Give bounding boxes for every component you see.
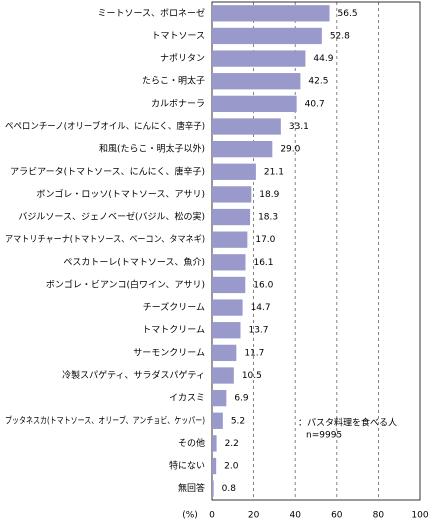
value-label: 29.0 (280, 145, 300, 155)
value-label: 0.8 (222, 484, 237, 494)
plot-frame (211, 1, 421, 501)
y-tick-label: サーモンクリーム (133, 347, 205, 358)
bar (212, 344, 237, 362)
value-label: 11.7 (244, 348, 264, 358)
x-tick-label: 60 (331, 511, 343, 521)
y-tick-label: ペスカトーレ(トマトソース、魚介) (63, 256, 205, 268)
bar (212, 186, 252, 203)
bar (212, 208, 251, 226)
x-axis-label: (%) (182, 511, 198, 521)
bar (212, 412, 223, 429)
sample-size: n=9995 (306, 431, 342, 441)
y-tick-label: アラビアータ(トマトソース、にんにく、唐辛子) (10, 165, 205, 177)
y-tick-label: 特にない (169, 460, 205, 472)
y-tick-label: ボンゴレ・ビアンコ(白ワイン、アサリ) (46, 278, 205, 290)
value-label: 42.5 (308, 77, 328, 87)
y-tick-label: 和風(たらこ・明太子以外) (99, 143, 205, 155)
x-tick-label: 100 (411, 511, 428, 521)
bar (212, 231, 248, 248)
value-label: 5.2 (231, 416, 245, 426)
value-label: 44.9 (313, 54, 333, 64)
x-tick-label: 80 (373, 511, 385, 521)
y-tick-label: ミートソース、ボロネーゼ (97, 7, 205, 19)
value-label: 16.0 (253, 280, 273, 290)
y-tick-label: その他 (178, 437, 205, 449)
value-label: 2.2 (225, 439, 239, 449)
bar (212, 50, 306, 67)
y-tick-label: 無回答 (178, 482, 205, 494)
bar (212, 276, 246, 294)
y-tick-label: ナポリタン (160, 53, 205, 64)
bar (212, 299, 243, 316)
value-label: 56.5 (338, 9, 358, 19)
y-tick-label: バジルソース、ジェノベーゼ(バジル、松の実) (18, 211, 205, 223)
y-tick-label: イカスミ (169, 393, 205, 404)
value-label: 40.7 (305, 99, 325, 109)
y-tick-label: ボンゴレ・ロッソ(トマトソース、アサリ) (36, 188, 205, 200)
value-label: 18.9 (259, 190, 279, 200)
y-tick-label: トマトソース (151, 31, 205, 41)
bar (212, 27, 322, 45)
value-label: 33.1 (289, 122, 309, 132)
value-label: 13.7 (248, 326, 268, 336)
value-label: 16.1 (253, 258, 273, 268)
bar (212, 389, 227, 407)
value-label: 10.5 (242, 371, 262, 381)
x-tick-label: 0 (209, 511, 215, 521)
legend-note: ：パスタ料理を食べる人 (298, 417, 397, 429)
bar (212, 254, 246, 271)
value-label: 14.7 (251, 303, 271, 313)
value-label: 6.9 (234, 394, 249, 404)
y-tick-label: たらこ・明太子 (142, 75, 205, 87)
bar (212, 480, 214, 497)
bar (212, 73, 301, 90)
bar (212, 163, 256, 180)
x-tick-label: 40 (289, 511, 301, 521)
value-label: 18.3 (258, 213, 278, 223)
value-label: 21.1 (264, 167, 284, 177)
x-tick-label: 20 (248, 511, 260, 521)
bar (212, 118, 281, 135)
y-tick-label: アマトリチャーナ(トマトソース、ベーコン、タマネギ) (5, 234, 205, 245)
bar (212, 435, 217, 452)
y-tick-label: プッタネスカ(トマトソース、オリーブ、アンチョビ、ケッパー) (5, 414, 205, 426)
y-tick-label: ペペロンチーノ(オリーブオイル、にんにく、唐辛子) (5, 120, 205, 132)
bar (212, 367, 234, 384)
y-tick-label: 冷製スパゲティ、サラダスパゲティ (62, 369, 205, 381)
value-label: 52.8 (330, 31, 350, 41)
bar (212, 322, 241, 339)
bar (212, 457, 217, 475)
value-label: 17.0 (255, 235, 275, 245)
bar (212, 95, 297, 113)
bar (212, 5, 330, 22)
y-tick-label: チーズクリーム (143, 301, 205, 313)
y-tick-label: トマトクリーム (142, 325, 205, 336)
bar (212, 140, 273, 158)
y-tick-label: カルボナーラ (151, 98, 205, 109)
value-label: 2.0 (224, 462, 239, 472)
